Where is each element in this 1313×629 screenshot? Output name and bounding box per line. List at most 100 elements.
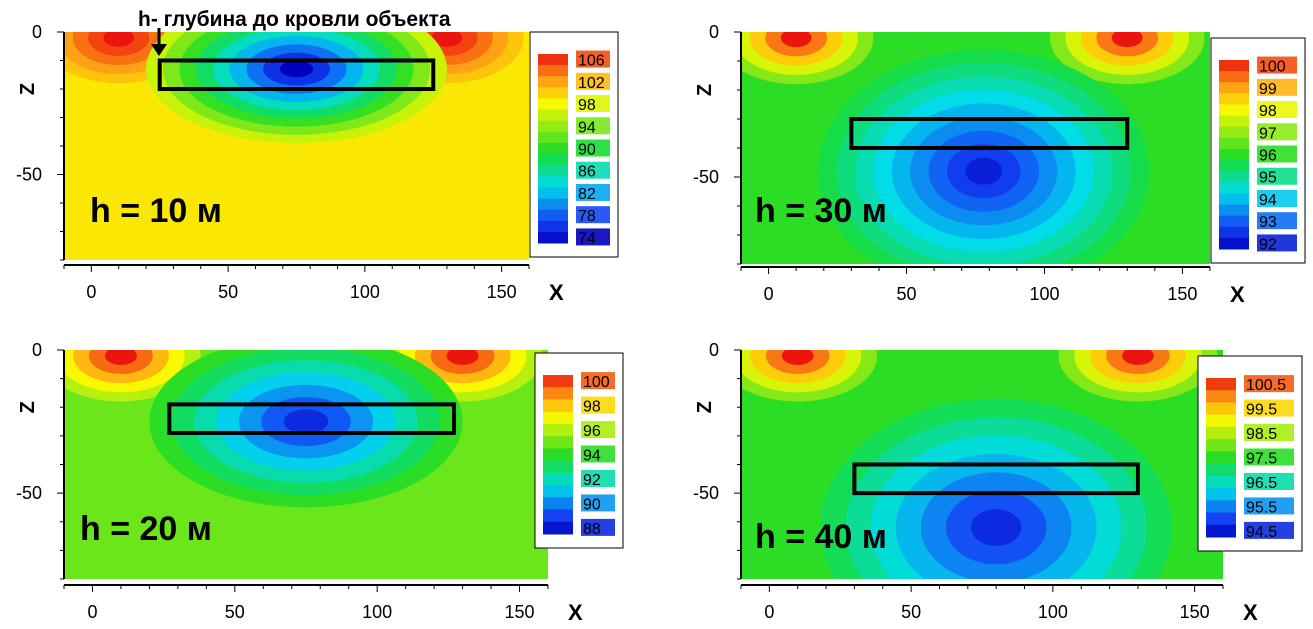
legend-level-label: 88	[583, 521, 601, 538]
legend-level-label: 86	[578, 164, 596, 181]
legend-label-bg	[1257, 145, 1297, 163]
panel-label: h = 30 м	[755, 192, 887, 230]
legend-swatch	[543, 509, 573, 523]
depth-annotation: h- глубина до кровли объекта	[138, 8, 451, 31]
x-tick-label: 0	[87, 602, 97, 622]
legend-swatch	[1206, 390, 1236, 403]
object-outline	[852, 462, 1140, 496]
legend-level-label: 99	[1259, 81, 1277, 98]
legend-label-bg	[1257, 189, 1297, 207]
x-tick-label: 50	[901, 602, 921, 622]
legend-swatch	[1206, 451, 1236, 465]
warm-lobe-2	[1122, 350, 1154, 365]
legend-level-label: 98	[583, 399, 601, 416]
legend-label-bg	[576, 72, 610, 90]
legend-level-label: 98	[1259, 103, 1277, 120]
field-contours	[741, 350, 1218, 579]
warm-lobe-2	[1111, 32, 1143, 48]
legend-label-bg	[581, 421, 615, 439]
legend-swatch	[1219, 137, 1249, 150]
legend-swatch	[538, 220, 568, 233]
x-tick-label: 50	[897, 284, 917, 304]
legend-label-bg	[1257, 123, 1297, 141]
legend-swatch	[543, 521, 573, 535]
warm-lobe-2	[431, 32, 463, 47]
z-axis-label: Z	[17, 401, 39, 413]
x-tick-label: 100	[1029, 284, 1059, 304]
legend-level-label: 100	[1259, 59, 1286, 76]
legend-label-bg	[1257, 56, 1297, 74]
panel-label: h = 10 м	[90, 192, 222, 230]
legend-level-label: 95.5	[1246, 499, 1277, 516]
chart-panel-4: 0 50 100 150 0 -50 X Zh = 40 м 100.5 99.5 98.5 97.5…	[693, 340, 1303, 625]
legend-level-label: 94	[578, 119, 596, 136]
legend-level-label: 94	[583, 448, 601, 465]
legend-swatch	[1206, 512, 1236, 526]
legend-swatch	[1206, 500, 1236, 514]
legend-swatch	[543, 448, 573, 462]
legend-swatch	[1219, 171, 1249, 183]
legend-label-bg	[1257, 167, 1297, 185]
legend-label-bg	[1257, 101, 1297, 119]
legend-swatch	[543, 436, 573, 449]
legend-swatch	[1206, 488, 1236, 501]
legend-swatch	[543, 472, 573, 486]
x-axis-label: X	[1230, 282, 1245, 307]
legend-swatch	[1206, 463, 1236, 477]
anomaly-contour	[283, 409, 329, 434]
field-contours	[741, 32, 1205, 264]
legend-swatch	[1219, 71, 1249, 83]
color-legend: 100.5 99.5 98.5 97.5 96.5 95.5 94.5	[1197, 355, 1303, 552]
object-outline	[849, 117, 1130, 150]
x-tick-label: 150	[1180, 602, 1210, 622]
annotation-arrow-head	[151, 44, 167, 56]
legend-level-label: 100	[583, 374, 610, 391]
legend-swatch	[538, 165, 568, 177]
legend-swatch	[1206, 402, 1236, 416]
z-tick-label: 0	[709, 340, 719, 360]
legend-swatch	[538, 98, 568, 111]
z-tick-label: -50	[693, 167, 719, 187]
legend-label-bg	[1244, 521, 1294, 539]
z-tick-label: 0	[32, 22, 42, 42]
legend-swatch	[1219, 160, 1249, 172]
warm-lobe-1	[105, 350, 137, 365]
legend-swatch	[538, 231, 568, 244]
z-axis-label: Z	[694, 84, 716, 96]
legend-swatch	[1219, 104, 1249, 117]
warm-lobe-1	[781, 350, 814, 365]
legend-swatch	[1219, 126, 1249, 139]
legend-label-bg	[581, 518, 615, 536]
legend-swatch	[538, 109, 568, 122]
legend-label-bg	[1244, 424, 1294, 442]
x-axis-label: X	[1243, 600, 1258, 625]
legend-level-label: 98.5	[1246, 426, 1277, 443]
legend-label-bg	[1244, 399, 1294, 417]
legend-label-bg	[1244, 497, 1294, 515]
legend-swatch	[1219, 193, 1249, 206]
legend-swatch	[1206, 378, 1236, 391]
legend-swatch	[543, 375, 573, 388]
x-tick-label: 100	[350, 282, 380, 302]
z-axis-label: Z	[694, 401, 716, 413]
legend-swatch	[538, 187, 568, 200]
x-tick-label: 0	[86, 282, 96, 302]
legend-swatch	[538, 198, 568, 211]
chart-panel-3: 0 50 100 150 0 -50 X Zh = 20 м 100 98 96 94 92 90 88	[16, 340, 624, 625]
legend-label-bg	[581, 469, 615, 487]
x-tick-label: 150	[487, 282, 517, 302]
legend-level-label: 90	[583, 496, 601, 513]
z-tick-label: 0	[709, 22, 719, 42]
legend-swatch	[1219, 237, 1249, 250]
x-tick-label: 150	[1167, 284, 1197, 304]
legend-level-label: 96	[1259, 148, 1277, 165]
legend-swatch	[543, 497, 573, 511]
legend-level-label: 97	[1259, 125, 1277, 142]
color-legend: 100 99 98 97 96 95 94 93 92	[1210, 37, 1306, 264]
legend-level-label: 98	[578, 97, 596, 114]
anomaly-contour	[965, 157, 1003, 185]
panels-layer: 0 50 100 150 0 -50 X Zh = 10 м 106 102 98 94 90 86 82 7…	[16, 22, 1306, 625]
legend-swatch	[1219, 226, 1249, 239]
x-axis-label: X	[568, 600, 583, 625]
